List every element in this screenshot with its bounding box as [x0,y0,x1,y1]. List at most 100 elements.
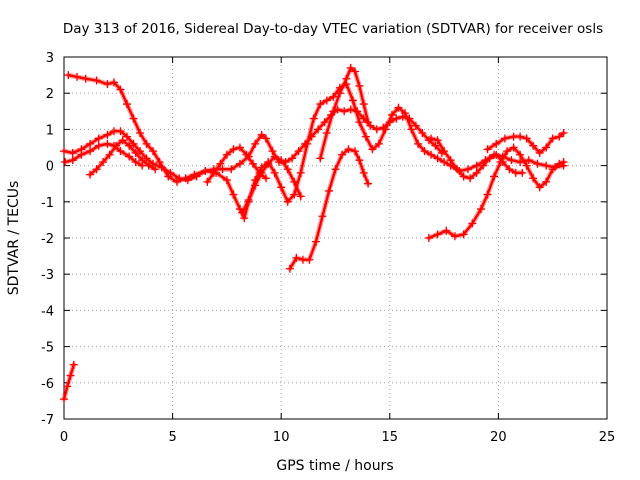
series-line [319,66,370,160]
data-point [353,107,362,116]
y-tick-label: 3 [46,51,54,66]
data-point [60,147,68,156]
data-point [533,159,542,168]
data-point [116,85,125,94]
data-point [450,232,459,241]
x-tick-label: 0 [60,430,68,445]
data-point [264,159,273,168]
x-axis-label: GPS time / hours [276,458,393,474]
x-tick-label: 10 [273,430,290,445]
series-sat-c [60,105,446,185]
data-point [86,139,95,148]
data-point [125,152,134,161]
data-point [351,67,360,76]
series-sat-l [483,129,568,157]
data-point [385,118,394,127]
data-point [125,141,134,150]
y-tick-label: 0 [46,160,54,175]
data-point [485,154,494,163]
data-point [116,127,125,136]
data-point [131,148,140,157]
data-point [559,129,568,138]
data-point [342,74,351,83]
data-point [492,150,501,159]
data-point [442,226,451,235]
chart-title: Day 313 of 2016, Sidereal Day-to-day VTE… [63,21,603,37]
data-point [218,165,227,174]
data-point [535,183,544,192]
x-tick-label: 15 [382,430,399,445]
data-point [60,395,68,404]
series-line [206,146,268,184]
series-sat-j [424,143,568,242]
data-series [60,63,568,404]
data-point [387,110,396,119]
data-point [379,123,388,132]
data-point [251,139,260,148]
data-point [307,132,316,141]
data-point [394,103,403,112]
data-point [542,161,551,170]
data-point [374,139,383,148]
data-point [240,214,249,223]
data-point [490,172,499,181]
x-tick-label: 20 [490,430,507,445]
data-point [105,150,114,159]
data-point [112,141,121,150]
data-point [503,147,512,156]
data-point [340,107,349,116]
data-point [346,105,355,114]
data-point [94,141,103,150]
data-point [296,168,305,177]
data-point [359,100,368,109]
data-point [459,172,468,181]
data-point [294,147,303,156]
x-tick-labels: 0 5 10 15 20 25 [60,430,615,445]
data-point [516,132,525,141]
y-tick-labels: -7 -6 -5 -4 -3 -2 -1 0 1 2 3 [41,51,54,428]
data-point [244,195,253,204]
y-tick-label: -6 [41,377,54,392]
data-point [335,89,344,98]
data-point [248,159,257,168]
data-point [63,382,72,391]
data-point [316,154,325,163]
data-point [420,147,429,156]
axis-ticks [63,56,608,420]
data-point [155,157,164,166]
data-point [459,230,468,239]
data-point [344,145,353,154]
data-point [261,134,270,143]
data-point [548,165,557,174]
data-point [183,176,192,185]
data-point [118,136,127,145]
data-point [235,143,244,152]
data-point [322,96,331,105]
x-tick-label: 25 [599,430,616,445]
data-point [372,125,381,134]
data-point [472,168,481,177]
y-tick-label: -7 [41,413,54,428]
data-point [277,183,286,192]
data-point [305,255,314,264]
data-point [235,159,244,168]
data-point [361,132,370,141]
data-point [270,152,279,161]
data-point [285,264,294,273]
data-point [203,177,212,186]
data-point [516,150,525,159]
data-point [348,96,357,105]
data-point [329,92,338,101]
data-point [242,150,251,159]
data-point [129,114,138,123]
data-point [468,219,477,228]
data-point [507,156,516,165]
y-tick-label: -4 [41,304,54,319]
data-point [144,161,153,170]
data-point [364,179,373,188]
data-point [288,154,297,163]
data-point [524,156,533,165]
data-point [522,134,531,143]
data-point [529,174,538,183]
data-point [92,165,101,174]
